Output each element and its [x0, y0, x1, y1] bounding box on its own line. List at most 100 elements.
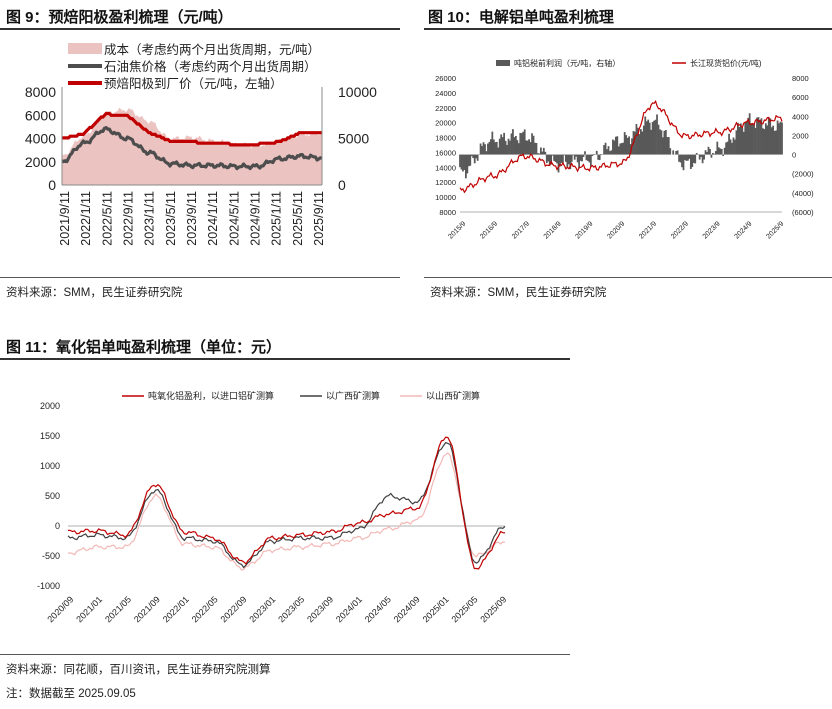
fig10-right-tick-3: 2000 [792, 131, 809, 140]
fig10-profit-bar-143 [669, 148, 672, 155]
fig11-note: 注：数据截至 2025.09.05 [6, 688, 136, 700]
fig10-profit-bar-115 [628, 136, 630, 155]
fig10-profit-bar-53 [537, 153, 539, 155]
fig10-profit-bar-50 [532, 135, 535, 155]
fig10-profit-bar-175 [716, 141, 719, 155]
fig9-right-tick-0: 10000 [338, 84, 377, 100]
fig10-profit-bar-29 [501, 137, 504, 155]
fig11-x-tick-14: 2025/05 [449, 594, 479, 624]
fig10-profit-bar-56 [541, 151, 544, 155]
fig11-series-line-2 [68, 452, 506, 571]
fig10-profit-bar-32 [506, 144, 508, 155]
fig10-profit-bar-59 [545, 154, 548, 164]
fig9-anode-line [62, 111, 322, 147]
fig11-y-tick-3: 500 [45, 491, 60, 501]
fig10-profit-bar-157 [689, 154, 692, 170]
fig9-x-tick-7: 2024/1/11 [206, 191, 220, 246]
fig10-right-tick-0: 8000 [792, 74, 809, 83]
fig10-x-tick-6: 2021/9 [638, 220, 658, 240]
fig10-profit-bar-48 [529, 142, 532, 155]
fig10-profit-bar-197 [748, 113, 751, 155]
fig11-x-tick-15: 2025/09 [478, 594, 508, 624]
fig10-profit-bar-207 [763, 129, 766, 155]
fig10-profit-bar-37 [513, 137, 516, 155]
fig10-profit-bar-171 [710, 154, 713, 158]
fig10-profit-bar-102 [609, 151, 611, 155]
fig11-x-tick-7: 2023/01 [247, 594, 277, 624]
fig10-profit-bar-155 [687, 154, 689, 161]
fig10-profit-bar-55 [539, 147, 542, 155]
fig10-profit-bar-158 [691, 154, 694, 168]
fig10-title-rule [424, 28, 832, 30]
fig10-profit-bar-12 [476, 154, 479, 161]
fig10-source-rule [424, 277, 832, 278]
fig10-profit-bar-4 [464, 154, 467, 179]
fig10-profit-bar-166 [703, 154, 705, 160]
fig10-profit-bar-42 [520, 133, 523, 155]
fig10-x-tick-0: 2015/9 [447, 220, 467, 240]
fig10-profit-bar-165 [701, 154, 704, 164]
fig10-profit-bar-129 [648, 122, 651, 155]
fig10-profit-bar-30 [503, 132, 505, 155]
fig10-profit-bar-205 [760, 118, 763, 155]
fig10-profit-bar-195 [745, 121, 748, 155]
fig10-source: 资料来源：SMM，民生证券研究院 [430, 287, 607, 299]
fig10-left-tick-8: 10000 [435, 193, 456, 202]
fig10-legend-label-price: 长江现货铝价(元/吨) [690, 58, 762, 68]
fig10-profit-bar-71 [563, 154, 566, 156]
fig11-series-line-0 [68, 436, 506, 570]
fig10-profit-bar-190 [738, 127, 741, 155]
fig10-profit-bar-116 [629, 144, 632, 155]
fig10-profit-bar-19 [487, 143, 489, 155]
fig10-profit-bar-170 [709, 148, 711, 155]
fig10-profit-bar-96 [600, 153, 603, 155]
fig10-profit-bar-108 [617, 146, 620, 155]
fig10-profit-bar-211 [769, 118, 772, 155]
fig10-profit-bar-184 [729, 139, 732, 155]
fig10-profit-bar-200 [753, 124, 755, 155]
fig10-profit-bar-156 [688, 154, 691, 159]
fig9-x-tick-11: 2025/5/11 [291, 191, 305, 246]
fig9-legend-label-0: 成本（考虑约两个月出货周期，元/吨） [104, 42, 320, 57]
fig10-profit-bar-69 [560, 154, 563, 163]
fig9-left-tick-4: 0 [48, 177, 56, 193]
fig10-profit-bar-25 [495, 141, 498, 155]
fig11-x-tick-0: 2020/09 [45, 594, 75, 624]
fig10-profit-bar-119 [634, 131, 636, 155]
fig11-x-tick-6: 2022/09 [219, 594, 249, 624]
fig10-profit-bar-74 [567, 154, 570, 165]
fig9-left-tick-1: 6000 [25, 107, 56, 123]
fig10-profit-bar-90 [591, 154, 594, 157]
fig10-profit-bar-160 [694, 154, 697, 164]
fig10-left-tick-9: 8000 [439, 208, 456, 217]
fig9-title: 图 9：预焙阳极盈利梳理（元/吨） [6, 9, 233, 26]
fig10-profit-bar-78 [573, 154, 576, 160]
fig11-chart: 吨氧化铝盈利，以进口铝矿测算 以广西矿测算 以山西矿测算 2000 1500 1000 50… [37, 390, 508, 624]
fig10-profit-bar-181 [725, 142, 728, 155]
fig10-profit-bar-10 [473, 154, 476, 164]
fig10-profit-bar-33 [507, 138, 510, 155]
fig10-profit-bar-100 [606, 149, 608, 155]
fig10-profit-bar-15 [481, 146, 483, 155]
fig9-x-tick-6: 2023/9/11 [185, 191, 199, 246]
fig10-profit-bar-176 [717, 147, 720, 155]
fig10-profit-bar-122 [638, 134, 641, 155]
fig9-right-tick-2: 0 [338, 177, 346, 193]
fig10-profit-bar-185 [731, 142, 733, 155]
fig10-profit-bar-77 [572, 154, 575, 156]
fig11-x-tick-2: 2021/05 [103, 594, 133, 624]
fig11-source: 资料来源：同花顺，百川资讯，民生证券研究院测算 [6, 664, 271, 676]
fig10-right-tick-4: 0 [792, 151, 796, 160]
fig10-profit-bar-73 [566, 154, 569, 167]
fig11-x-tick-10: 2024/01 [334, 594, 364, 624]
fig10-profit-bar-95 [598, 154, 601, 161]
fig10-profit-bar-38 [514, 135, 517, 155]
fig10-profit-bar-149 [678, 154, 680, 162]
fig10-profit-bar-35 [510, 133, 513, 155]
fig10-profit-bar-154 [685, 154, 688, 161]
fig9-legend-label-1: 石油焦价格（考虑约两个月出货周期） [104, 59, 317, 74]
fig10-profit-bar-39 [516, 140, 519, 155]
fig10-profit-bar-16 [482, 142, 485, 155]
fig10-profit-bar-28 [500, 134, 503, 155]
fig10-x-tick-10: 2025/9 [765, 220, 785, 240]
